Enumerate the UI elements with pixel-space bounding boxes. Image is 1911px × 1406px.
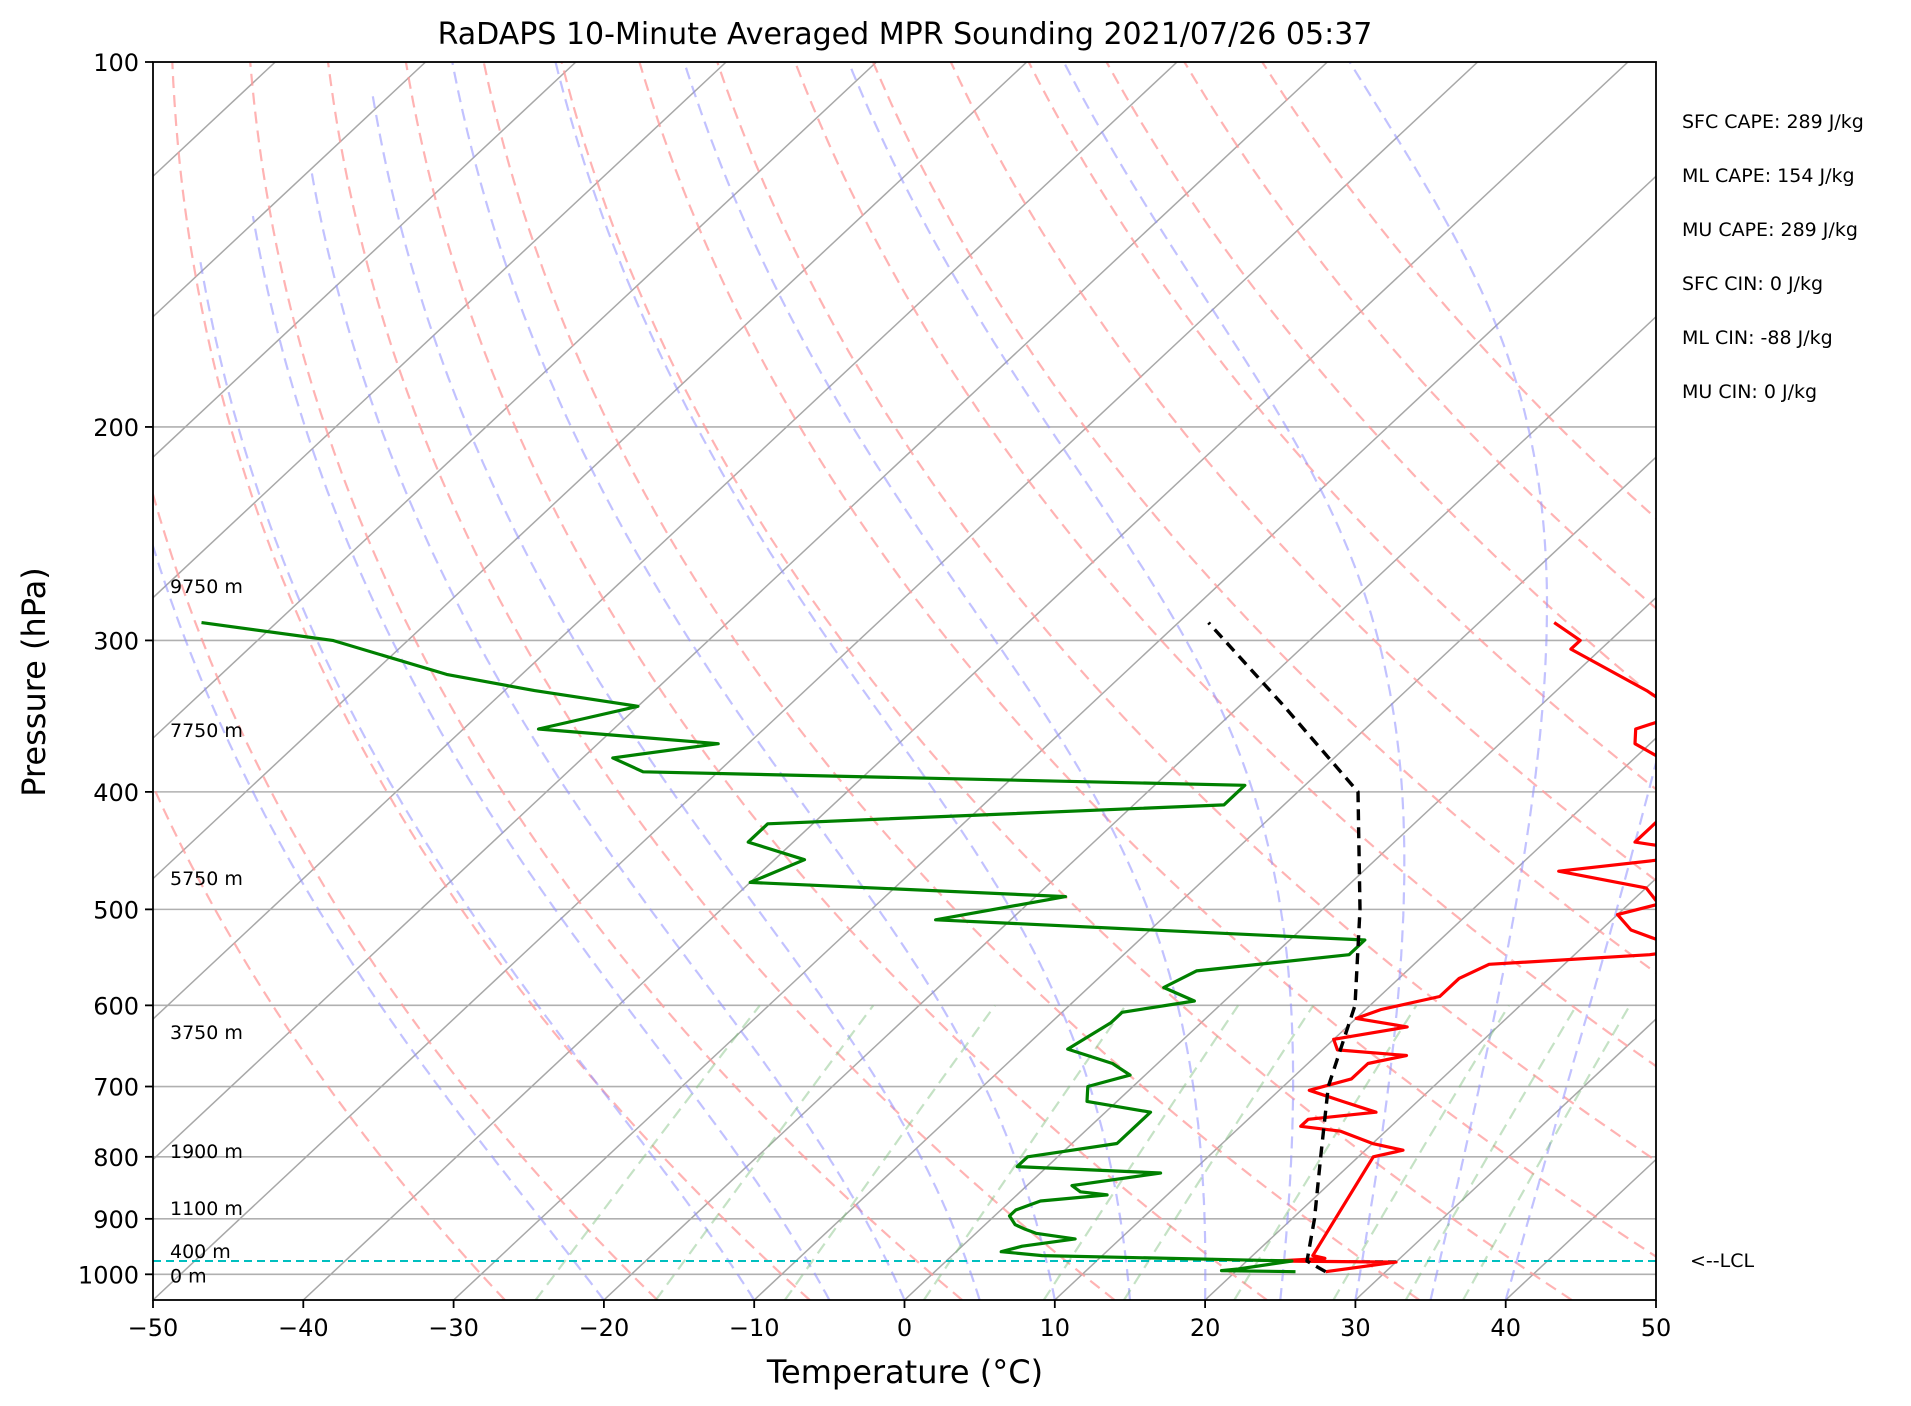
mixing-ratio-line	[922, 1004, 1127, 1300]
y-axis-label: Pressure (hPa)	[15, 567, 53, 797]
height-label: 400 m	[170, 1241, 231, 1263]
dry-adiabat-line	[326, 62, 1116, 1300]
mixing-ratio-line	[1332, 1004, 1510, 1300]
cape-cin-annotation: ML CIN: -88 J/kg	[1682, 327, 1833, 349]
isotherm-line	[153, 62, 577, 459]
temperature-profile-line	[1275, 621, 1656, 1274]
dry-adiabat-line	[1183, 62, 1656, 610]
cape-cin-annotation: ML CAPE: 154 J/kg	[1682, 165, 1855, 187]
y-tick-label: 300	[93, 627, 139, 655]
moist-adiabat-line	[1062, 62, 1406, 1300]
x-tick-label: −40	[278, 1314, 329, 1342]
cape-cin-annotation: MU CIN: 0 J/kg	[1682, 381, 1817, 403]
parcel-profile-line	[1207, 621, 1362, 1274]
y-tick-label: 700	[93, 1074, 139, 1102]
y-tick-label: 500	[93, 896, 139, 924]
moist-adiabat-line	[1504, 758, 1656, 1300]
isotherm-line	[1354, 1018, 1656, 1300]
isotherm-line	[453, 175, 1656, 1300]
background-lines	[153, 62, 1656, 1300]
moist-adiabat-line	[309, 166, 906, 1300]
chart-title: RaDAPS 10-Minute Averaged MPR Sounding 2…	[438, 17, 1373, 52]
x-tick-label: 10	[1040, 1314, 1071, 1342]
moist-adiabat-line	[1348, 62, 1549, 1300]
isotherm-line	[1204, 877, 1656, 1300]
x-tick-label: 30	[1340, 1314, 1371, 1342]
dry-adiabat-line	[1105, 62, 1656, 700]
dry-adiabat-line	[560, 62, 1573, 1300]
height-label: 1900 m	[170, 1141, 243, 1163]
cape-cin-annotation: MU CAPE: 289 J/kg	[1682, 219, 1858, 241]
x-tick-label: 20	[1190, 1314, 1221, 1342]
dry-adiabat-line	[1027, 62, 1656, 791]
x-tick-label: 40	[1490, 1314, 1521, 1342]
isotherm-line	[302, 62, 1629, 1300]
x-tick-label: −30	[428, 1314, 479, 1342]
height-label: 7750 m	[170, 720, 243, 742]
lcl-label: <--LCL	[1690, 1250, 1754, 1272]
isotherm-line	[903, 596, 1656, 1300]
isotherm-line	[153, 62, 1328, 1161]
y-tick-label: 200	[93, 414, 139, 442]
isotherm-line	[153, 62, 1479, 1300]
isotherm-line	[1054, 737, 1656, 1300]
moist-adiabat-line	[683, 62, 1207, 1300]
moist-adiabat-line	[847, 62, 1295, 1300]
y-tick-label: 900	[93, 1206, 139, 1234]
moist-adiabat-line	[451, 62, 1056, 1300]
y-tick-label: 400	[93, 779, 139, 807]
moist-adiabat-line	[153, 542, 605, 1300]
x-tick-label: 0	[897, 1314, 912, 1342]
dry-adiabat-line	[716, 62, 1656, 1163]
isotherm-line	[153, 62, 1028, 880]
cape-cin-annotation: SFC CAPE: 289 J/kg	[1682, 111, 1864, 133]
moist-adiabat-line	[251, 215, 831, 1300]
x-tick-label: 50	[1641, 1314, 1672, 1342]
moist-adiabat-line	[199, 261, 756, 1300]
dry-adiabat-line	[249, 62, 963, 1300]
cape-cin-annotation: SFC CIN: 0 J/kg	[1682, 273, 1823, 295]
dry-adiabat-line	[153, 490, 659, 1300]
x-tick-label: −50	[128, 1314, 179, 1342]
sounding-series	[201, 621, 1656, 1274]
dry-adiabat-line	[638, 62, 1656, 1258]
x-tick-label: −20	[579, 1314, 630, 1342]
dry-adiabat-line	[871, 62, 1656, 975]
isotherm-line	[603, 315, 1656, 1300]
dry-adiabat-line	[404, 62, 1268, 1300]
height-label: 1100 m	[170, 1198, 243, 1220]
dry-adiabat-line	[949, 62, 1656, 882]
height-label: 3750 m	[170, 1022, 243, 1044]
moist-adiabat-line	[554, 62, 1132, 1300]
dewpoint-profile-line	[201, 621, 1367, 1274]
isotherm-line	[153, 62, 427, 318]
mixing-ratio-line	[654, 1004, 875, 1300]
isotherm-line	[153, 62, 727, 599]
x-tick-label: −10	[729, 1314, 780, 1342]
x-axis-label: Temperature (°C)	[766, 1353, 1043, 1391]
y-tick-label: 600	[93, 992, 139, 1020]
height-label: 5750 m	[170, 868, 243, 890]
cape-cin-annotations: SFC CAPE: 289 J/kg ML CAPE: 154 J/kg MU CA…	[1682, 111, 1864, 403]
mixing-ratio-line	[1123, 1004, 1315, 1300]
mixing-ratio-line	[784, 1004, 996, 1300]
height-label: 0 m	[170, 1265, 207, 1287]
y-tick-label: 800	[93, 1144, 139, 1172]
axis-ticks: −50 −40 −30 −20 −10 0 10 20 30 40 50 1000 900 800 700 6…	[78, 49, 1671, 1342]
isotherm-line	[153, 62, 1178, 1021]
moist-adiabat-line	[371, 92, 981, 1300]
dry-adiabat-line	[482, 62, 1421, 1300]
mixing-ratio-line	[1042, 1004, 1240, 1300]
height-label: 9750 m	[170, 576, 243, 598]
isotherm-line	[153, 62, 877, 740]
y-tick-label: 100	[93, 49, 139, 77]
dry-adiabat-line	[153, 783, 506, 1300]
mixing-ratio-line	[534, 1004, 761, 1300]
y-tick-label: 1000	[78, 1261, 139, 1289]
